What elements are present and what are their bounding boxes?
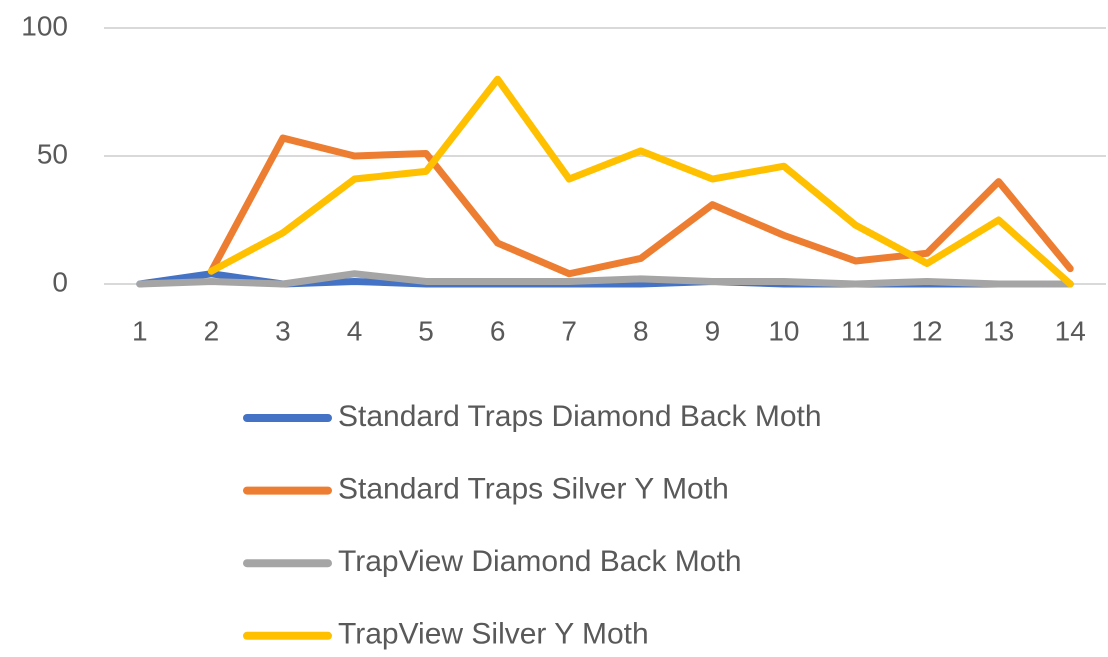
x-tick-label: 12 [911,315,942,346]
x-tick-label: 3 [275,315,291,346]
series-line [207,75,1074,288]
legend-label: TrapView Diamond Back Moth [338,545,742,578]
series-line [207,134,1074,278]
x-tick-label: 10 [768,315,799,346]
y-tick-label: 50 [37,138,68,169]
x-tick-label: 4 [347,315,363,346]
y-tick-label: 100 [21,10,68,41]
y-tick-label: 0 [52,266,68,297]
x-tick-label: 2 [204,315,220,346]
legend-label: Standard Traps Silver Y Moth [338,473,729,506]
series-line [136,270,1074,288]
x-tick-label: 14 [1055,315,1086,346]
x-tick-label: 13 [983,315,1014,346]
legend-label: TrapView Silver Y Moth [338,618,649,651]
x-tick-label: 1 [132,315,148,346]
legend-label: Standard Traps Diamond Back Moth [338,400,822,433]
x-tick-label: 11 [841,315,870,346]
x-tick-label: 9 [705,315,721,346]
x-tick-label: 8 [633,315,649,346]
x-tick-label: 5 [418,315,434,346]
x-tick-label: 6 [490,315,506,346]
x-tick-label: 7 [561,315,577,346]
